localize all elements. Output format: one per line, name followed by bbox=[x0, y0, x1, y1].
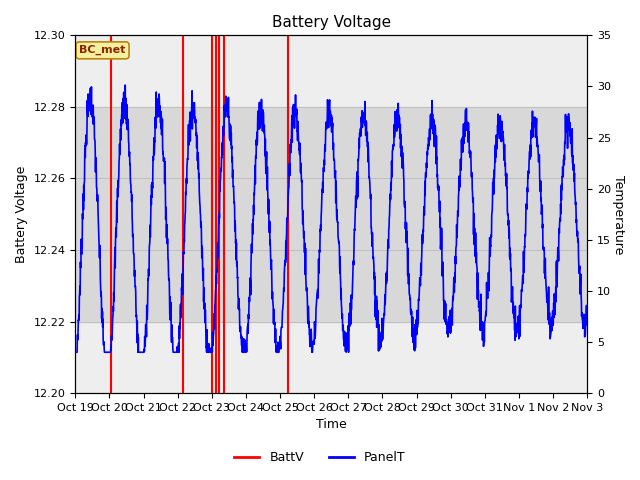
Y-axis label: Temperature: Temperature bbox=[612, 175, 625, 254]
Text: BC_met: BC_met bbox=[79, 45, 125, 56]
Title: Battery Voltage: Battery Voltage bbox=[272, 15, 391, 30]
Bar bbox=[76, 107, 588, 322]
Y-axis label: Battery Voltage: Battery Voltage bbox=[15, 166, 28, 263]
X-axis label: Time: Time bbox=[316, 419, 347, 432]
Legend: BattV, PanelT: BattV, PanelT bbox=[229, 446, 411, 469]
